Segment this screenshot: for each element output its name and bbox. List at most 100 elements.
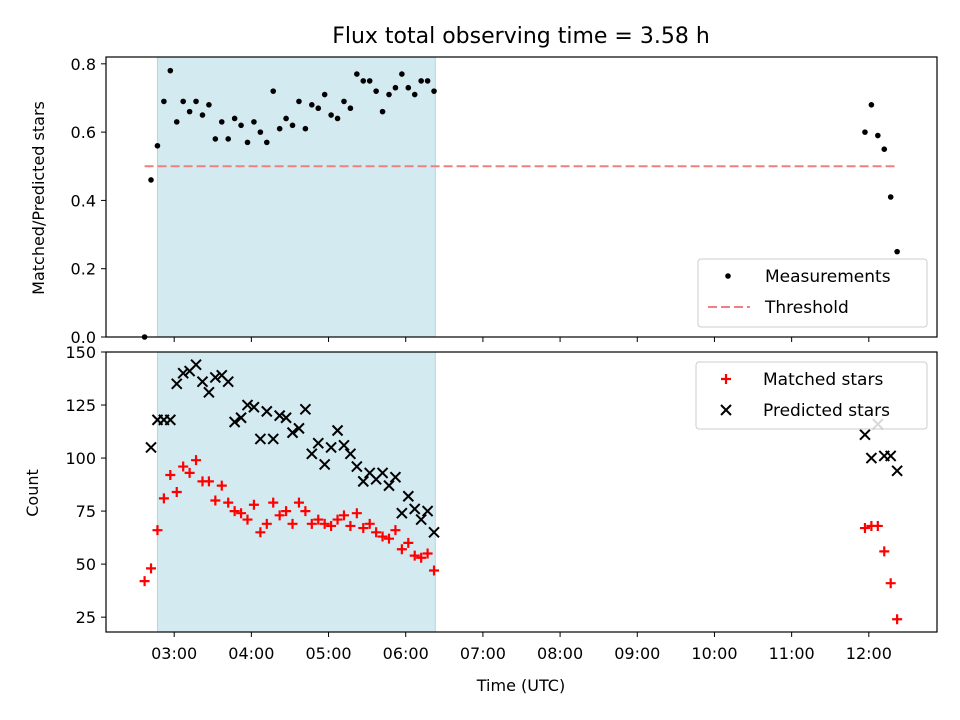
matched-stars-point — [416, 552, 427, 563]
y-tick-label: 0.4 — [71, 191, 96, 210]
predicted-stars-point — [859, 429, 871, 441]
matched-stars-point — [158, 493, 169, 504]
predicted-stars-point — [306, 448, 318, 460]
y-tick-label: 75 — [76, 502, 96, 521]
legend-box — [695, 361, 928, 430]
matched-stars-point — [191, 455, 202, 466]
predicted-stars-point — [177, 367, 189, 379]
top-y-axis-label: Matched/Predicted stars — [29, 101, 48, 295]
predicted-stars-point — [235, 412, 247, 424]
measurement-point — [431, 88, 437, 94]
matched-stars-point — [165, 470, 176, 481]
measurement-point — [881, 146, 888, 152]
measurement-point — [161, 98, 167, 105]
measurement-point — [328, 112, 334, 118]
matched-stars-point — [171, 487, 182, 497]
predicted-stars-point — [190, 359, 202, 371]
matched-stars-point — [364, 518, 375, 529]
predicted-stars-point — [267, 433, 279, 445]
matched-stars-point — [429, 565, 440, 576]
measurement-point — [360, 78, 367, 84]
x-tick-label: 05:00 — [305, 644, 351, 663]
measurement-point — [218, 119, 225, 125]
measurement-point — [887, 194, 894, 200]
matched-stars-point — [384, 533, 395, 544]
bottom-panel: 25 50 75 100 125 150 03:00 04:00 05:00 06:00 07:00… — [65, 343, 938, 663]
matched-stars-point — [396, 544, 407, 555]
predicted-stars-point — [338, 439, 350, 452]
matched-stars-point — [248, 499, 259, 510]
measurement-point — [399, 71, 405, 77]
measurement-point — [154, 142, 161, 149]
y-tick-label: 100 — [65, 449, 96, 468]
matched-stars-point — [409, 550, 420, 561]
measurement-point — [148, 177, 154, 183]
matched-stars-point — [178, 461, 189, 472]
legend-label: Matched stars — [763, 370, 883, 390]
measurement-point — [386, 91, 392, 98]
predicted-stars-point — [428, 526, 440, 539]
matched-stars-point — [274, 510, 285, 521]
measurement-point — [862, 129, 868, 135]
measurement-point — [424, 78, 431, 84]
matched-stars-point — [152, 525, 163, 536]
predicted-stars-point — [344, 448, 357, 460]
measurement-point — [270, 88, 277, 94]
predicted-stars-point — [865, 452, 878, 464]
predicted-stars-point — [409, 503, 421, 515]
predicted-stars-point — [241, 399, 254, 411]
measurement-point — [894, 248, 900, 255]
matched-stars-point — [242, 514, 253, 525]
measurement-point — [334, 115, 341, 122]
legend-predicted-swatch — [720, 404, 732, 416]
predicted-stars-point — [171, 378, 183, 390]
measurement-point — [347, 105, 354, 112]
measurement-point — [315, 105, 322, 112]
matched-stars-point — [268, 497, 279, 508]
measurement-point — [193, 98, 199, 105]
predicted-stars-point — [891, 465, 903, 477]
matched-stars-point — [338, 510, 349, 521]
y-tick-label: 0.8 — [71, 55, 96, 74]
predicted-stars-point — [312, 437, 324, 449]
measurement-point — [354, 71, 360, 77]
y-tick-label: 125 — [65, 396, 96, 415]
y-tick-label: 0.0 — [71, 328, 96, 347]
y-tick-label: 0.6 — [71, 123, 96, 142]
measurement-point — [244, 139, 251, 146]
predicted-stars-point — [351, 460, 363, 473]
matched-stars-point — [255, 527, 266, 538]
measurement-point — [180, 98, 186, 105]
x-tick-label: 11:00 — [769, 644, 815, 663]
y-tick-label: 150 — [65, 343, 96, 362]
matched-stars-point — [332, 514, 343, 525]
measurement-point — [263, 139, 270, 146]
measurement-point — [276, 125, 283, 132]
matched-stars-point — [203, 476, 214, 487]
measurement-point — [366, 78, 373, 84]
x-tick-label: 06:00 — [383, 644, 429, 663]
predicted-stars-point — [203, 386, 215, 399]
matched-stars-point — [879, 546, 890, 557]
predicted-stars-point — [884, 450, 897, 462]
predicted-stars-point — [228, 416, 241, 428]
predicted-stars-point — [325, 441, 337, 454]
matched-stars-point — [390, 525, 401, 536]
axes-frame — [105, 351, 938, 633]
measurement-point — [309, 102, 315, 108]
observing-window-shade — [156, 56, 436, 338]
predicted-stars-point — [261, 405, 273, 418]
matched-stars-point — [345, 520, 356, 531]
measurement-point — [251, 119, 257, 125]
matched-stars-point — [210, 495, 221, 506]
legend-label: Measurements — [765, 267, 891, 287]
predicted-stars-point — [145, 441, 157, 454]
predicted-stars-point — [280, 412, 292, 424]
x-tick-label: 03:00 — [151, 644, 197, 663]
predicted-stars-point — [293, 422, 305, 435]
measurement-point — [289, 122, 296, 129]
measurement-point — [231, 115, 238, 122]
measurement-point — [296, 98, 302, 105]
matched-stars-point — [293, 497, 304, 508]
top-panel: 0.0 0.2 0.4 0.6 0.8 Measurements Threshold — [71, 55, 938, 347]
